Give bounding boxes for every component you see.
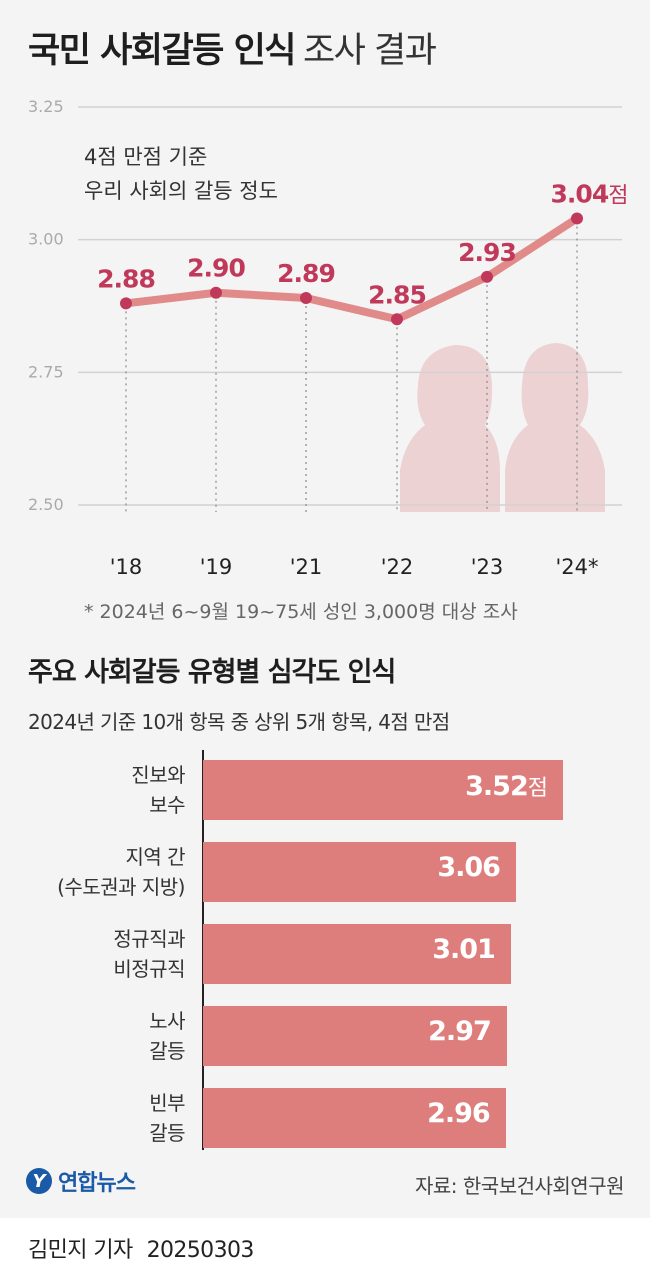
bar-category-line: 정규직과 xyxy=(113,927,185,951)
bar-value-label: 3.06 xyxy=(437,852,501,883)
data-point xyxy=(300,292,312,305)
bar-category-line: 비정규직 xyxy=(113,957,185,981)
bar-value-label: 3.52점 xyxy=(465,771,548,802)
data-point xyxy=(481,270,493,283)
x-tick-label: '19 xyxy=(200,555,233,579)
bar-chart-title: 주요 사회갈등 유형별 심각도 인식 xyxy=(28,657,396,688)
bar-category-line: 빈부 xyxy=(149,1091,185,1115)
bar: 2.97 xyxy=(203,1006,507,1066)
bar-value-label: 2.97 xyxy=(428,1016,492,1047)
bar-category-line: (수도권과 지방) xyxy=(57,875,185,899)
bar-category-line: 보수 xyxy=(149,793,185,817)
chart-annotation-line-1: 4점 만점 기준 xyxy=(84,145,207,169)
data-label: 2.88 xyxy=(97,264,155,293)
bar: 3.01 xyxy=(203,924,511,984)
bar: 3.52점 xyxy=(203,760,563,820)
y-tick-label: 2.50 xyxy=(28,495,64,514)
bar-category-line: 진보와 xyxy=(131,763,185,787)
data-point xyxy=(571,212,583,225)
bar-chart-subtitle: 2024년 기준 10개 항목 중 상위 5개 항목, 4점 만점 xyxy=(28,710,450,734)
title-main: 국민 사회갈등 인식 xyxy=(28,31,296,71)
chart-footnote: * 2024년 6~9월 19~75세 성인 3,000명 대상 조사 xyxy=(84,601,518,623)
yonhap-logo-icon: Y xyxy=(26,1168,52,1194)
data-label: 2.85 xyxy=(368,280,426,309)
data-label: 2.90 xyxy=(187,254,245,283)
data-point xyxy=(391,313,403,326)
bar-value-label: 2.96 xyxy=(427,1098,491,1129)
data-point xyxy=(120,297,132,310)
bar-value-unit: 점 xyxy=(527,776,548,801)
x-tick-label: '23 xyxy=(471,555,504,579)
y-tick-label: 3.00 xyxy=(28,230,64,249)
x-tick-label: '22 xyxy=(381,555,414,579)
x-tick-label: '24* xyxy=(556,555,599,579)
y-tick-label: 3.25 xyxy=(28,97,64,116)
data-label: 3.04점 xyxy=(551,179,628,208)
bar: 3.06 xyxy=(203,842,516,902)
bar-value-label: 3.01 xyxy=(432,934,496,965)
data-point xyxy=(210,286,222,299)
data-label: 2.89 xyxy=(277,259,335,288)
people-silhouette-icon xyxy=(400,343,605,512)
y-tick-label: 2.75 xyxy=(28,362,64,381)
bar-category-label: 지역 간 (수도권과 지방) xyxy=(0,842,185,902)
page-title: 국민 사회갈등 인식 조사 결과 xyxy=(28,22,437,73)
infographic-panel: 국민 사회갈등 인식 조사 결과 2.88 2.90 2.89 2.85 2.93 3.04… xyxy=(0,0,650,1218)
byline: 김민지 기자 20250303 xyxy=(28,1232,254,1264)
line-chart: 2.88 2.90 2.89 2.85 2.93 3.04점 3.25 3.00 2.75 2.… xyxy=(28,97,628,623)
bar-category-line: 노사 xyxy=(149,1009,185,1033)
bar: 2.96 xyxy=(203,1088,506,1148)
x-tick-label: '18 xyxy=(110,555,143,579)
reporter-name: 김민지 기자 xyxy=(28,1238,133,1263)
bar-category-line: 갈등 xyxy=(149,1121,185,1145)
chart-annotation-line-2: 우리 사회의 갈등 정도 xyxy=(84,179,278,203)
publish-date: 20250303 xyxy=(146,1238,255,1263)
bar-category-line: 갈등 xyxy=(149,1039,185,1063)
yonhap-logo: Y 연합뉴스 xyxy=(26,1165,136,1197)
source-note: 자료: 한국보건사회연구원 xyxy=(415,1174,625,1198)
series-line xyxy=(122,214,581,324)
logo-text: 연합뉴스 xyxy=(58,1171,136,1196)
bar-category-line: 지역 간 xyxy=(125,845,185,869)
title-sub: 조사 결과 xyxy=(302,31,437,71)
x-tick-label: '21 xyxy=(290,555,323,579)
data-label: 2.93 xyxy=(458,238,516,267)
